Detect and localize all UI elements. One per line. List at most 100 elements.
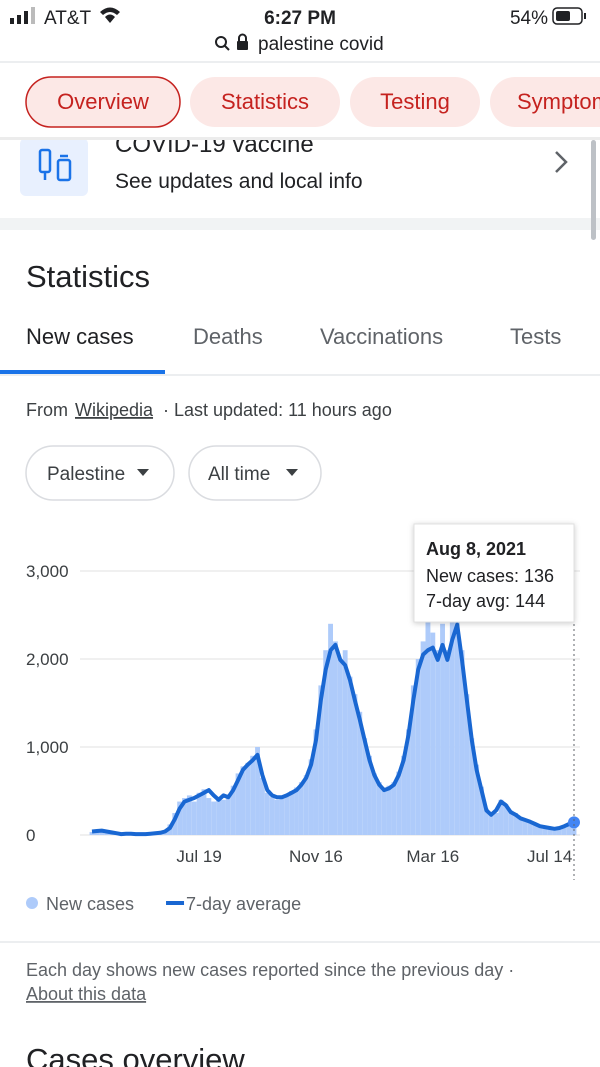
bar: [196, 792, 202, 835]
tab-pill[interactable]: [25, 76, 181, 128]
bar: [89, 831, 95, 835]
line: [91, 622, 575, 837]
bar: [430, 632, 436, 835]
bar: [357, 711, 363, 835]
about-link[interactable]: About this data: [26, 984, 147, 1004]
stat-tab[interactable]: Deaths: [193, 324, 263, 349]
bar: [337, 659, 343, 835]
bar: [191, 801, 197, 835]
battery-level: 54%: [510, 8, 548, 29]
bar: [518, 817, 523, 835]
bar: [371, 773, 377, 835]
bar: [561, 825, 567, 835]
bar: [182, 798, 187, 835]
bar: [289, 791, 295, 835]
bar: [566, 823, 572, 835]
bar: [454, 597, 460, 835]
y-tick-label: 2,000: [26, 650, 69, 669]
bar: [230, 785, 236, 835]
bar: [527, 820, 533, 835]
bar: [435, 650, 441, 835]
bar: [347, 676, 353, 835]
bar: [245, 762, 251, 835]
bar: [235, 773, 241, 835]
active-tab-indicator: [0, 370, 165, 374]
highlight-point: [568, 816, 580, 829]
bar: [459, 650, 465, 835]
legend-swatch: [26, 897, 38, 909]
bar: [415, 659, 421, 835]
status-icons: [10, 7, 586, 25]
bar: [532, 823, 538, 835]
bar: [269, 797, 275, 835]
bar: [240, 766, 246, 835]
tab-pill[interactable]: [350, 77, 480, 127]
address-bar[interactable]: palestine covid: [215, 33, 384, 55]
bar: [522, 819, 528, 835]
bar: [483, 808, 489, 835]
tab-label: Symptoms: [517, 89, 600, 114]
bar: [250, 755, 256, 835]
tooltip-line: 7-day avg: 144: [426, 591, 545, 611]
bar: [318, 685, 324, 835]
filter-chip[interactable]: All time: [188, 445, 322, 501]
bar: [401, 755, 407, 835]
bar: [294, 787, 299, 835]
tooltip-title: Aug 8, 2021: [426, 539, 526, 559]
source-suffix: · Last updated: 11 hours ago: [163, 400, 392, 420]
bar: [216, 797, 222, 835]
bar: [444, 650, 450, 835]
tab-pill[interactable]: [190, 77, 340, 127]
bar: [323, 650, 329, 835]
x-tick-label: Nov 16: [289, 847, 343, 866]
vaccine-subtitle: See updates and local info: [115, 170, 363, 193]
bar: [308, 759, 314, 835]
url-text: palestine covid: [258, 34, 384, 55]
y-tick-label: 1,000: [26, 738, 69, 757]
source-prefix: From: [26, 400, 68, 420]
bar: [206, 798, 212, 835]
bar: [221, 799, 226, 835]
carrier: AT&T: [44, 8, 92, 29]
bar: [172, 813, 178, 835]
tab-pill[interactable]: [490, 77, 600, 127]
footnote: Each day shows new cases reported since …: [26, 960, 514, 980]
bar: [313, 729, 319, 835]
source-link[interactable]: Wikipedia: [75, 400, 154, 420]
tooltip-line: New cases: 136: [426, 566, 554, 586]
legend-label: 7-day average: [186, 894, 301, 914]
bar: [104, 832, 110, 835]
filter-label: All time: [208, 464, 270, 485]
bar: [449, 615, 455, 835]
bar: [211, 801, 217, 835]
filter-chip[interactable]: Palestine: [25, 445, 175, 501]
y-tick-label: 0: [26, 826, 35, 845]
bar: [396, 771, 402, 835]
bar: [186, 795, 192, 835]
tab-label: Overview: [57, 89, 149, 114]
tab-label: Statistics: [221, 89, 309, 114]
legend-label: New cases: [46, 894, 134, 914]
vaccine-icon-bg: [20, 138, 88, 196]
bar: [547, 827, 553, 835]
bar: [469, 738, 475, 835]
bar: [425, 606, 431, 835]
section-heading: Statistics: [26, 259, 150, 294]
next-heading: Cases overview: [26, 1042, 245, 1067]
stat-tab[interactable]: Tests: [510, 324, 561, 349]
filter-label: Palestine: [47, 464, 125, 485]
legend: New cases 7-day average: [26, 894, 301, 914]
stat-tab[interactable]: Vaccinations: [320, 324, 443, 349]
bar: [513, 813, 519, 835]
bar: [488, 813, 494, 835]
clock: 6:27 PM: [264, 8, 336, 29]
bar: [274, 799, 280, 835]
bar: [342, 650, 348, 835]
vaccine-card[interactable]: COVID-19 vaccine See updates and local i…: [20, 131, 568, 196]
bar: [284, 794, 290, 835]
header-shadow: [0, 137, 600, 140]
chart: 0 1,000 2,000 3,000 Jul 19 Nov 16 Mar 16 Jul 14: [26, 562, 580, 866]
stat-tab[interactable]: New cases: [26, 324, 134, 349]
bar: [381, 791, 387, 835]
